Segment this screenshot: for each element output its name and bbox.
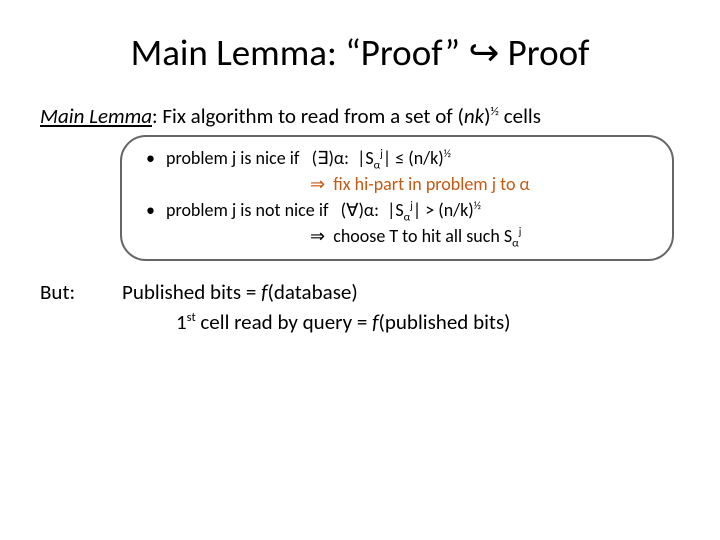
bl1-post: (database): [268, 279, 358, 305]
arrow-line-2: ⇒ choose T to hit all such Sαj: [146, 223, 656, 249]
main-lemma-statement: Main Lemma: Fix algorithm to read from a…: [40, 103, 680, 129]
but-section: But: Published bits = f(database) 1st ce…: [40, 279, 680, 335]
bl2-st: st: [187, 310, 196, 325]
bullet-nice-text: problem j is nice if (∃)α: |Sαj| ≤ (n/k)…: [166, 145, 656, 171]
but-body: Published bits = f(database) 1st cell re…: [122, 279, 680, 335]
b2-post1: )α: |S: [358, 199, 403, 221]
bullet-marker: •: [146, 145, 166, 171]
bullet-not-nice-text: problem j is not nice if (∀)α: |Sαj| > (…: [166, 197, 656, 223]
slide-title: Main Lemma: “Proof” ↪ Proof: [40, 30, 680, 75]
bl1-pre: Published bits =: [122, 279, 261, 305]
bl2-post: (published bits): [378, 309, 510, 335]
a2-j: j: [519, 225, 522, 238]
bullet-nice: • problem j is nice if (∃)α: |Sαj| ≤ (n/…: [146, 145, 656, 171]
forall-symbol: ∀: [346, 199, 358, 221]
b2-pre: problem j is not nice if (: [166, 199, 346, 221]
b2-post2: | > (n/k): [413, 199, 474, 221]
bullet-marker: •: [146, 197, 166, 223]
b2-half: ½: [474, 199, 481, 212]
definition-box: • problem j is nice if (∃)α: |Sαj| ≤ (n/…: [120, 135, 674, 261]
arrow-line-1: ⇒ fix hi-part in problem j to α: [146, 171, 656, 197]
but-line-1: Published bits = f(database): [122, 279, 680, 305]
bullet-not-nice: • problem j is not nice if (∀)α: |Sαj| >…: [146, 197, 656, 223]
lemma-label: Main Lemma: [40, 103, 152, 129]
bl2-pre: 1: [176, 309, 187, 335]
b1-pre: problem j is nice if (: [166, 147, 317, 169]
b1-post2: | ≤ (n/k): [383, 147, 444, 169]
bl2-mid: cell read by query =: [196, 309, 372, 335]
lemma-nk: nk: [464, 103, 484, 129]
b1-half: ½: [444, 147, 451, 160]
a2-text: ⇒ choose T to hit all such S: [310, 225, 512, 247]
lemma-exp: ½: [491, 104, 499, 119]
but-label: But:: [40, 279, 122, 335]
lemma-text-before: : Fix algorithm to read from a set of (: [152, 103, 464, 129]
b1-post1: )α: |S: [328, 147, 373, 169]
lemma-cells: cells: [499, 103, 541, 129]
exists-symbol: ∃: [317, 147, 328, 169]
but-line-2: 1st cell read by query = f(published bit…: [122, 309, 680, 335]
a2-alpha: α: [512, 237, 519, 251]
